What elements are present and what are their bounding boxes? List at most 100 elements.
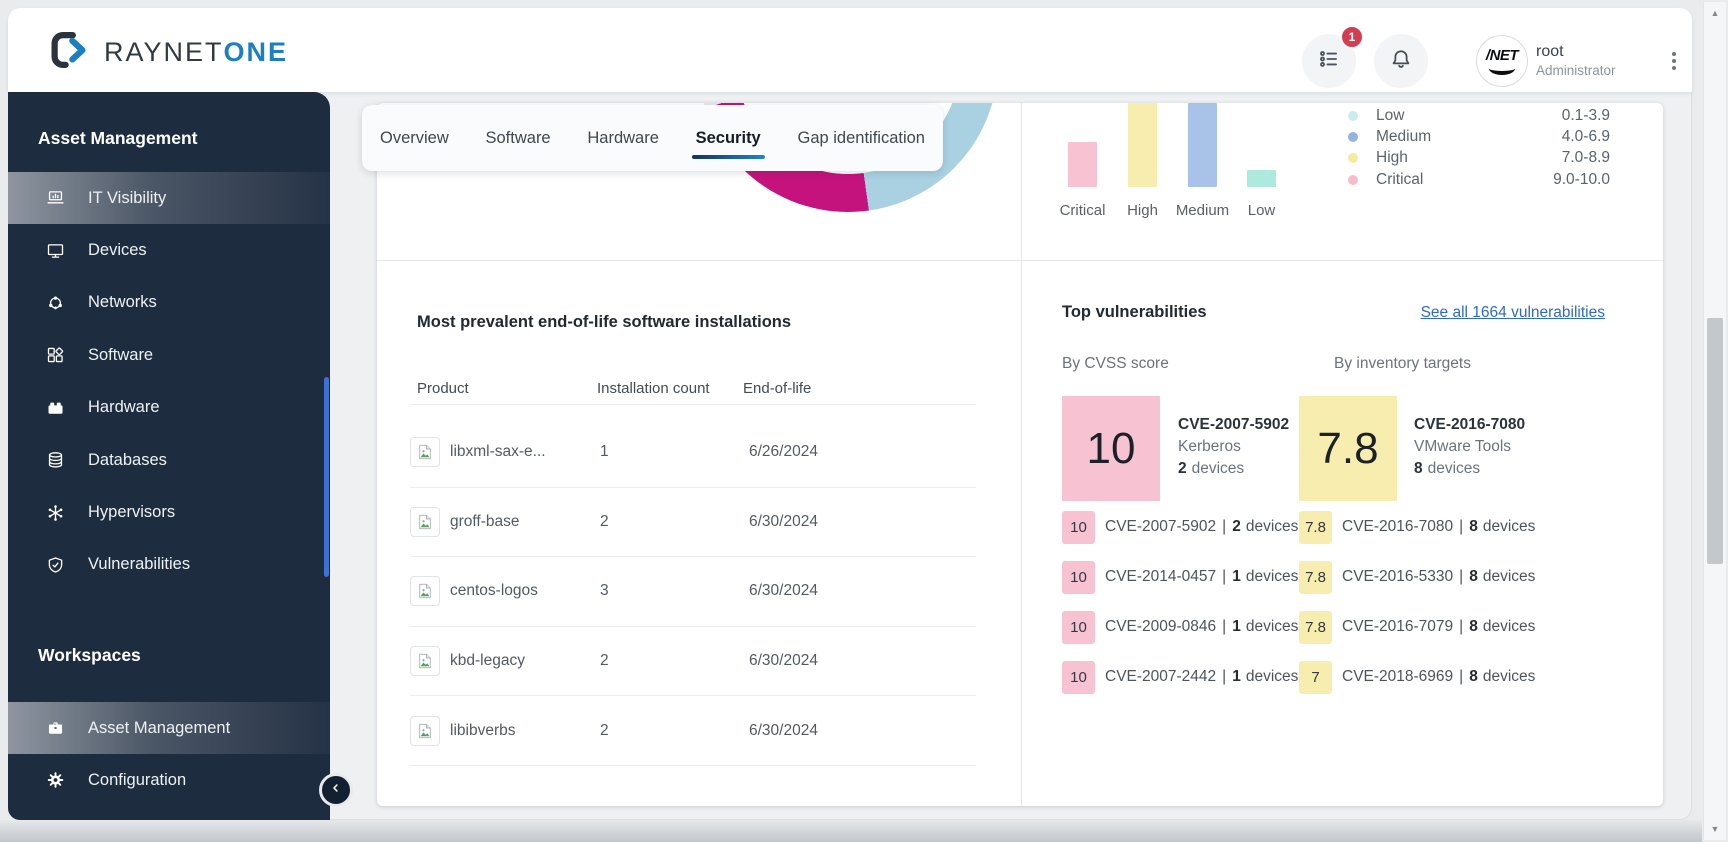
table-row[interactable]: kbd-legacy 2 6/30/2024 <box>410 627 976 697</box>
sidebar-item-devices[interactable]: Devices <box>8 224 330 276</box>
broken-image-icon <box>410 437 440 468</box>
logo-text: RAYNETONE <box>104 37 289 67</box>
sidebar-item-configuration[interactable]: Configuration <box>8 754 330 806</box>
list-item[interactable]: 7.8 CVE-2016-5330 | 8 devices <box>1299 552 1535 602</box>
table-row[interactable]: libxml-sax-e... 1 6/26/2024 <box>410 418 976 488</box>
sidebar: Asset Management IT Visibility Devices N… <box>8 92 330 820</box>
sidebar-item-vulnerabilities[interactable]: Vulnerabilities <box>8 539 330 591</box>
notifications-button[interactable] <box>1374 34 1428 88</box>
tab-overview[interactable]: Overview <box>380 128 449 147</box>
severity-legend: Low 0.1-3.9 Medium 4.0-6.9 High 7.0-8.9 … <box>1348 105 1610 190</box>
legend-row-medium: Medium 4.0-6.9 <box>1348 126 1610 147</box>
user-info: root Administrator <box>1536 42 1616 80</box>
shield-check-icon <box>45 554 66 575</box>
installation-count: 3 <box>600 582 609 600</box>
sidebar-item-networks[interactable]: Networks <box>8 277 330 329</box>
col-installation-count: Installation count <box>597 380 710 397</box>
scroll-up-arrow[interactable]: ▲ <box>1710 8 1720 18</box>
legend-dot-high <box>1348 153 1358 164</box>
sidebar-nav-workspaces: Asset Management Configuration <box>8 702 330 806</box>
sidebar-collapse-button[interactable] <box>319 773 353 807</box>
product-name: libibverbs <box>450 721 516 739</box>
featured-product: Kerberos <box>1178 438 1241 455</box>
inventory-vulnerability-list: 7.8 CVE-2016-7080 | 8 devices 7.8 CVE-2016-… <box>1299 502 1535 702</box>
sidebar-scrollbar-thumb[interactable] <box>324 377 329 577</box>
tab-security[interactable]: Security <box>691 109 765 168</box>
sidebar-item-databases[interactable]: Databases <box>8 434 330 486</box>
user-avatar[interactable]: /NET <box>1476 35 1528 87</box>
product-name: groff-base <box>450 512 520 530</box>
list-item[interactable]: 7.8 CVE-2016-7080 | 8 devices <box>1299 502 1535 552</box>
hypervisor-asterisk-icon <box>45 502 66 523</box>
bar-critical <box>1068 142 1097 187</box>
featured-inventory-score-badge: 7.8 <box>1299 396 1397 501</box>
page-scrollbar[interactable]: ▲ ▼ <box>1703 2 1726 840</box>
bar-high <box>1128 103 1157 187</box>
bar-label-critical: Critical <box>1059 202 1106 219</box>
featured-cve-id: CVE-2007-5902 <box>1178 416 1290 433</box>
sidebar-item-hardware[interactable]: Hardware <box>8 382 330 434</box>
sidebar-item-asset-management-workspace[interactable]: Asset Management <box>8 702 330 754</box>
product-name: centos-logos <box>450 582 538 600</box>
squares-diamond-icon <box>45 345 66 366</box>
installation-count: 2 <box>600 652 609 670</box>
featured-devices: 2 devices <box>1178 460 1245 477</box>
list-item[interactable]: 7 CVE-2018-6969 | 8 devices <box>1299 652 1535 702</box>
content-tabs: Overview Software Hardware Security Gap … <box>362 105 943 171</box>
product-name: kbd-legacy <box>450 652 525 670</box>
eol-software-panel: Most prevalent end-of-life software inst… <box>377 261 1021 806</box>
dashboard-card: Critical High Medium Low Low 0.1-3.9 Med… <box>377 103 1663 806</box>
tab-software[interactable]: Software <box>485 128 551 147</box>
score-badge: 7.8 <box>1299 610 1332 644</box>
eol-date: 6/30/2024 <box>749 652 818 670</box>
top-header: RAYNETONE 1 /NET root <box>8 8 1692 92</box>
sidebar-item-it-visibility[interactable]: IT Visibility <box>8 172 330 225</box>
avatar-swoosh <box>1489 62 1515 75</box>
by-cvss-heading: By CVSS score <box>1062 355 1169 372</box>
table-row[interactable]: libibverbs 2 6/30/2024 <box>410 696 976 766</box>
briefcase-icon <box>45 718 66 739</box>
eol-panel-title: Most prevalent end-of-life software inst… <box>417 313 792 331</box>
tasks-notification-badge: 1 <box>1340 25 1364 49</box>
broken-image-icon <box>410 576 440 607</box>
col-end-of-life: End-of-life <box>743 380 812 397</box>
eol-date: 6/30/2024 <box>749 512 818 530</box>
raynet-one-logo[interactable]: RAYNETONE <box>46 27 288 78</box>
list-item[interactable]: 7.8 CVE-2016-7079 | 8 devices <box>1299 602 1535 652</box>
bell-icon <box>1388 46 1414 77</box>
bar-label-low: Low <box>1247 202 1276 219</box>
list-item[interactable]: 10 CVE-2014-0457 | 1 devices <box>1062 552 1298 602</box>
laptop-chart-icon <box>45 188 66 209</box>
top-vulnerabilities-panel: Top vulnerabilities See all 1664 vulnera… <box>1022 261 1663 806</box>
tab-hardware[interactable]: Hardware <box>587 128 659 147</box>
gear-icon <box>45 770 66 791</box>
logo-mark-icon <box>46 27 92 78</box>
legend-dot-critical <box>1348 174 1358 185</box>
broken-image-icon <box>410 715 440 746</box>
table-row[interactable]: centos-logos 3 6/30/2024 <box>410 557 976 627</box>
list-item[interactable]: 10 CVE-2007-2442 | 1 devices <box>1062 652 1298 702</box>
kebab-menu-icon[interactable] <box>1662 46 1686 76</box>
score-badge: 7 <box>1299 660 1332 694</box>
sidebar-item-hypervisors[interactable]: Hypervisors <box>8 486 330 538</box>
chevron-left-icon <box>329 781 343 800</box>
list-item[interactable]: 10 CVE-2007-5902 | 2 devices <box>1062 502 1298 552</box>
legend-row-critical: Critical 9.0-10.0 <box>1348 169 1610 190</box>
list-item[interactable]: 10 CVE-2009-0846 | 1 devices <box>1062 602 1298 652</box>
page-scrollbar-thumb[interactable] <box>1707 318 1723 564</box>
table-row[interactable]: groff-base 2 6/30/2024 <box>410 488 976 558</box>
see-all-vulnerabilities-link[interactable]: See all 1664 vulnerabilities <box>1420 304 1605 321</box>
score-badge: 7.8 <box>1299 560 1332 594</box>
installation-count: 2 <box>600 721 609 739</box>
broken-image-icon <box>410 646 440 677</box>
installation-count: 2 <box>600 512 609 530</box>
sidebar-item-software[interactable]: Software <box>8 329 330 381</box>
tab-gap-identification[interactable]: Gap identification <box>797 128 925 147</box>
window-bottom-edge <box>0 820 1702 842</box>
installation-count: 1 <box>600 443 609 461</box>
eol-date: 6/30/2024 <box>749 582 818 600</box>
product-name: libxml-sax-e... <box>450 443 546 461</box>
scroll-down-arrow[interactable]: ▼ <box>1710 824 1720 834</box>
bar-medium <box>1188 103 1217 187</box>
